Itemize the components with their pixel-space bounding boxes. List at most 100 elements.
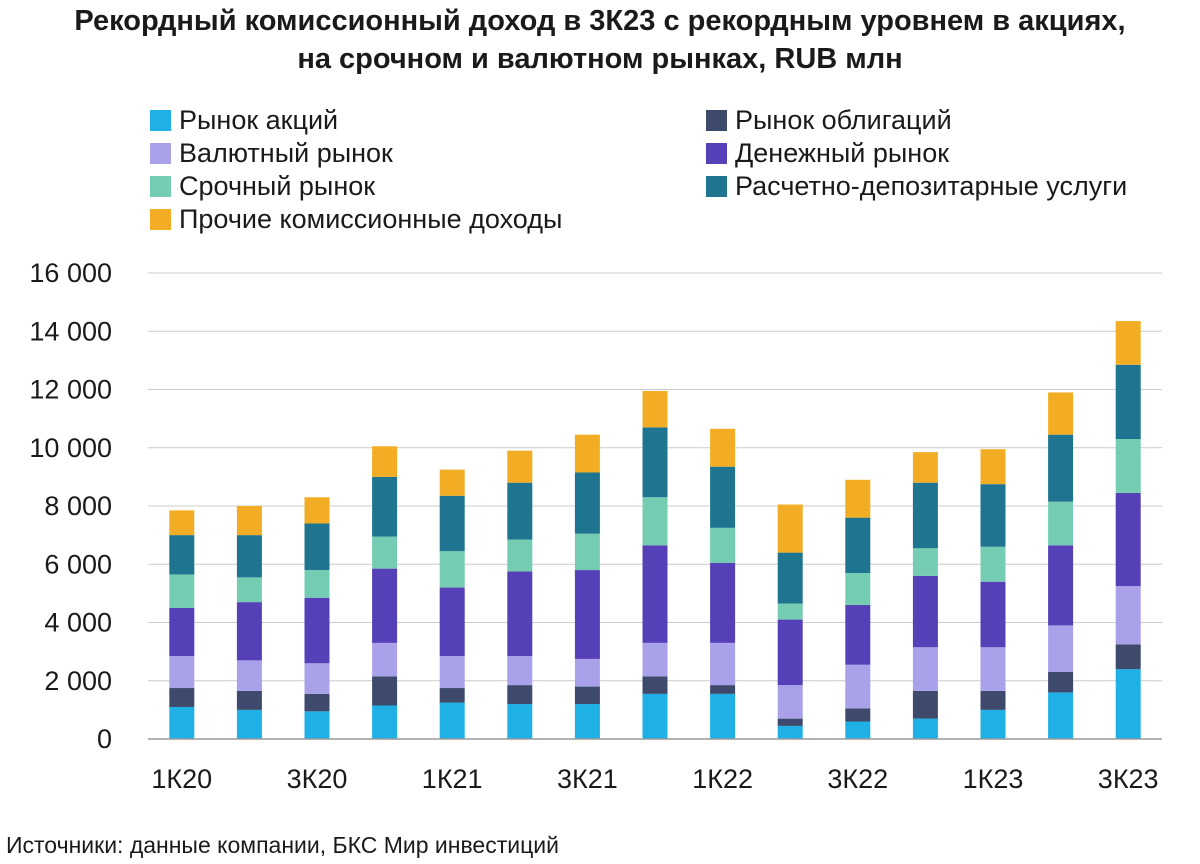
legend-item-other: Прочие комиссионные доходы <box>150 203 562 235</box>
x-tick-label: 3К22 <box>827 764 888 794</box>
bar-segment <box>372 676 398 706</box>
bar-segment <box>912 482 938 549</box>
bar-segment <box>912 452 938 483</box>
x-tick-label: 3К21 <box>557 764 618 794</box>
legend-item-fx: Валютный рынок <box>150 137 393 169</box>
y-tick-label: 12 000 <box>29 375 112 405</box>
bar-segment <box>1115 321 1141 365</box>
bar-segment <box>304 497 330 524</box>
bar-segment <box>574 533 600 571</box>
legend-label-derivatives: Срочный рынок <box>179 170 376 201</box>
bar-segment <box>372 446 398 477</box>
y-tick-label: 14 000 <box>29 316 112 346</box>
bar-segment <box>574 704 600 739</box>
bar-segment <box>1048 501 1074 546</box>
legend-label-money-market: Денежный рынок <box>735 137 950 168</box>
bar-segment <box>372 568 398 643</box>
bar-segment <box>236 602 262 661</box>
x-tick-label: 3К23 <box>1098 764 1159 794</box>
bar-segment <box>439 702 465 739</box>
x-tick-label: 1К20 <box>151 764 212 794</box>
bar-segment <box>439 688 465 703</box>
bar-segment <box>372 536 398 569</box>
bar-segment <box>980 690 1006 710</box>
bar-segment <box>439 587 465 656</box>
bar-segment <box>912 575 938 648</box>
bar-segment <box>507 482 533 540</box>
bar-segment <box>439 655 465 689</box>
bar-segment <box>507 571 533 656</box>
bar-segment <box>169 706 195 739</box>
legend-label-fx: Валютный рынок <box>179 137 393 168</box>
bar-segment <box>439 495 465 552</box>
bar-segment <box>777 504 803 553</box>
bar-segment <box>845 664 871 709</box>
bar-segment <box>710 466 736 528</box>
bar-segment <box>169 510 195 536</box>
y-tick-label: 10 000 <box>29 433 112 463</box>
bar-segment <box>169 535 195 575</box>
bar-segment <box>845 605 871 665</box>
bar-segment <box>1048 392 1074 435</box>
stacked-bar-chart: 0 2 000 4 000 6 000 8 000 10 000 12 000 14 000 1… <box>29 258 1162 794</box>
legend-item-money-market: Денежный рынок <box>706 137 949 169</box>
bar-segment <box>1115 586 1141 645</box>
bar-segment <box>574 570 600 659</box>
bar-segment <box>845 708 871 722</box>
bar-segment <box>1115 644 1141 670</box>
bar-segment <box>169 655 195 689</box>
bar-segment <box>507 539 533 572</box>
bar-segment <box>1048 545 1074 626</box>
bar-segment <box>1048 625 1074 673</box>
source-footnote: Источники: данные компании, БКС Мир инве… <box>6 832 559 858</box>
bar-segment <box>304 693 330 712</box>
bar-segment <box>710 562 736 643</box>
bar-segment <box>1048 692 1074 739</box>
legend-label-stocks: Рынок акций <box>179 104 339 135</box>
bar-segment <box>574 686 600 705</box>
bar-segment <box>304 523 330 571</box>
x-tick-label: 3К20 <box>287 764 348 794</box>
bar-segment <box>912 548 938 576</box>
bar-segment <box>980 449 1006 485</box>
legend-label-other: Прочие комиссионные доходы <box>179 203 563 234</box>
bar-segment <box>710 428 736 467</box>
bar-segment <box>507 450 533 483</box>
bar-segment <box>642 642 668 677</box>
bar-segment <box>169 607 195 656</box>
bar-segment <box>574 434 600 473</box>
legend-swatch-bonds <box>706 109 727 131</box>
bar-segment <box>642 390 668 428</box>
legend-swatch-fx <box>150 142 171 164</box>
bar-segment <box>304 570 330 598</box>
y-tick-label: 0 <box>97 724 112 754</box>
bar-segment <box>777 685 803 719</box>
y-tick-label: 2 000 <box>44 666 112 696</box>
bar-segment <box>912 718 938 739</box>
x-tick-label: 1К21 <box>422 764 483 794</box>
bar-segment <box>980 581 1006 648</box>
legend-item-settlement: Расчетно-депозитарные услуги <box>706 170 1127 202</box>
bar-segment <box>574 472 600 534</box>
y-tick-label: 4 000 <box>44 608 112 638</box>
bar-segment <box>169 574 195 608</box>
bar-segment <box>169 688 195 707</box>
x-tick-label: 1К23 <box>963 764 1024 794</box>
bar-segment <box>1048 434 1074 502</box>
y-tick-label: 8 000 <box>44 491 112 521</box>
bar-segment <box>439 551 465 588</box>
bar-segment <box>1115 364 1141 440</box>
legend-item-derivatives: Срочный рынок <box>150 170 375 202</box>
bar-segment <box>777 619 803 686</box>
bar-segment <box>912 647 938 691</box>
legend-swatch-stocks <box>150 109 171 131</box>
bar-segment <box>304 663 330 694</box>
bar-segment <box>236 535 262 578</box>
legend-swatch-derivatives <box>150 175 171 197</box>
bar-segment <box>710 693 736 739</box>
bar-segment <box>236 660 262 691</box>
bar-segment <box>236 577 262 603</box>
bar-segment <box>845 572 871 606</box>
bar-segment <box>642 427 668 498</box>
bar-segment <box>642 545 668 643</box>
